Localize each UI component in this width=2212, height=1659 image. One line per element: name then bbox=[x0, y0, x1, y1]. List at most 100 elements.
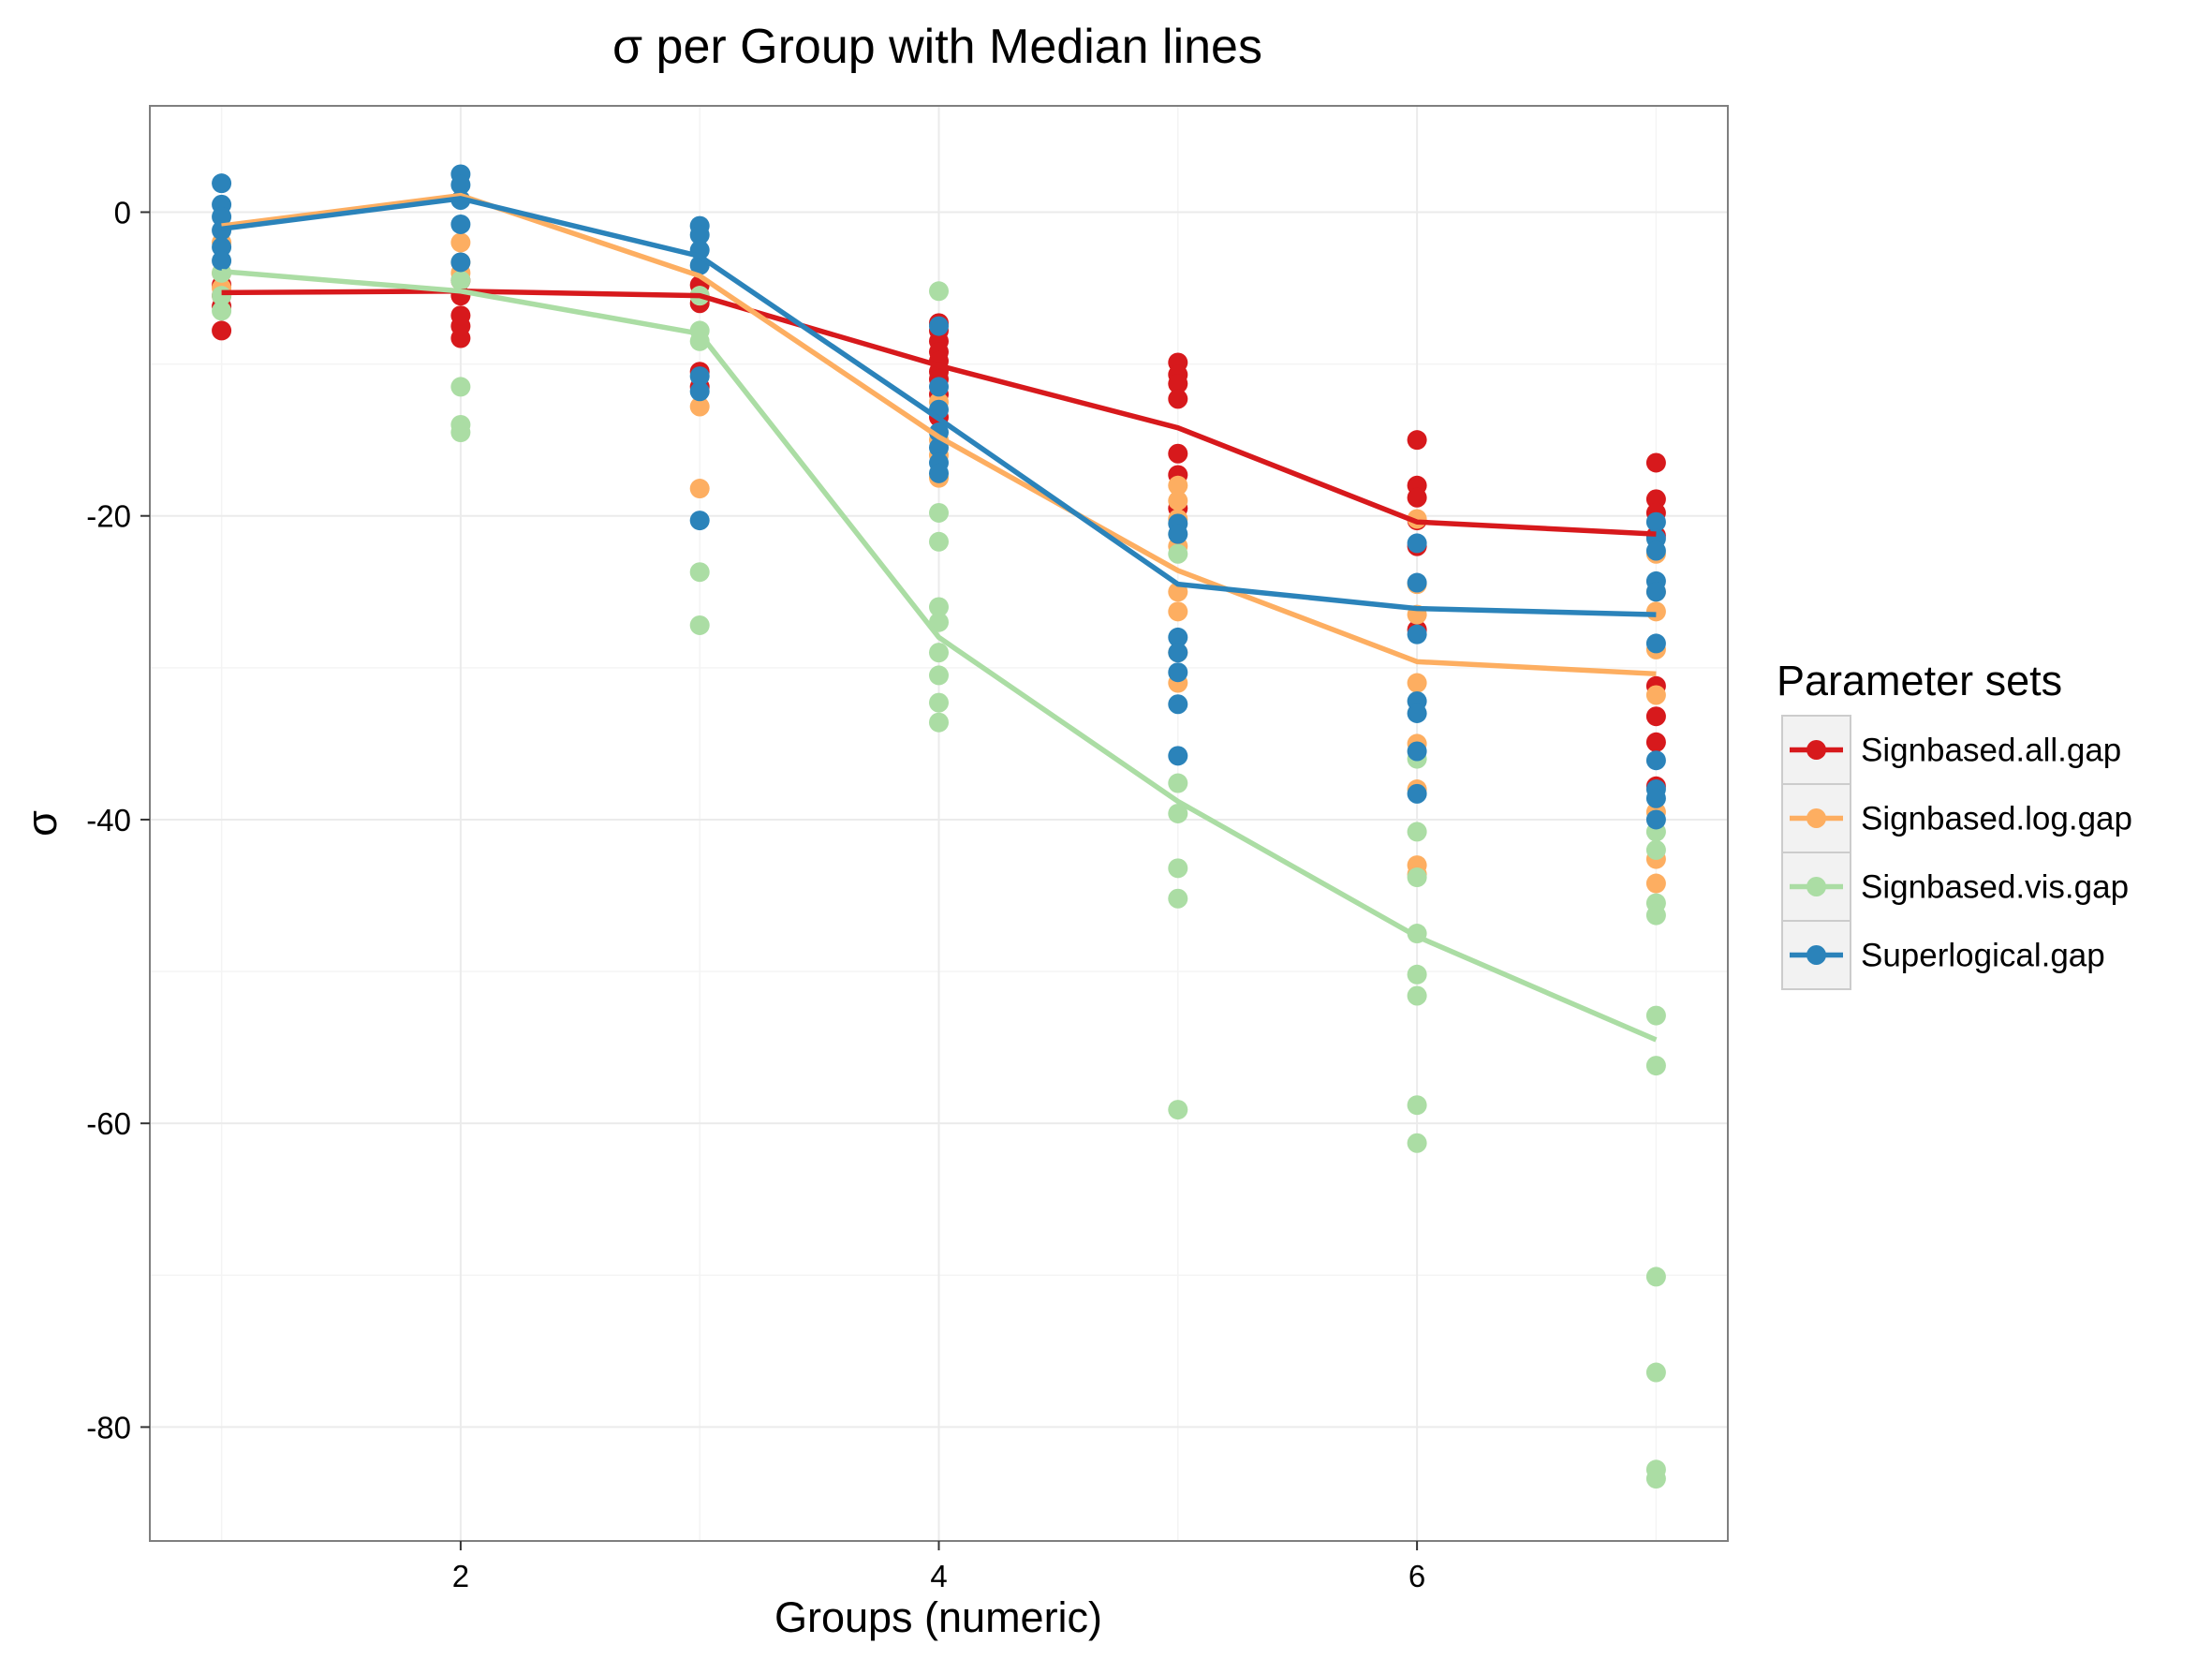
data-point bbox=[1168, 443, 1188, 464]
data-point bbox=[929, 377, 949, 397]
data-point bbox=[1168, 475, 1188, 496]
x-tick-label: 2 bbox=[452, 1559, 469, 1593]
data-point bbox=[1645, 809, 1666, 830]
data-point bbox=[450, 214, 471, 234]
data-point bbox=[929, 597, 949, 617]
data-point bbox=[689, 562, 710, 583]
data-point bbox=[689, 615, 710, 635]
data-point bbox=[1407, 703, 1427, 723]
data-point bbox=[1168, 1100, 1188, 1120]
legend-title: Parameter sets bbox=[1777, 657, 2062, 704]
x-axis-title: Groups (numeric) bbox=[774, 1593, 1102, 1641]
data-point bbox=[929, 531, 949, 552]
data-point bbox=[1645, 1469, 1666, 1489]
y-tick-label: -20 bbox=[86, 499, 131, 534]
data-point bbox=[212, 320, 232, 341]
data-point bbox=[450, 305, 471, 326]
legend-key-point bbox=[1806, 877, 1826, 896]
data-point bbox=[1407, 985, 1427, 1006]
data-point bbox=[1407, 673, 1427, 693]
data-point bbox=[1407, 822, 1427, 842]
data-point bbox=[1407, 624, 1427, 644]
y-axis: 0 -20 -40 -60 -80 bbox=[86, 195, 150, 1444]
median-line-1 bbox=[221, 192, 1657, 677]
chart-title: σ per Group with Median lines bbox=[612, 20, 1262, 74]
data-point bbox=[450, 174, 471, 195]
data-point bbox=[1407, 533, 1427, 554]
data-point bbox=[212, 237, 232, 258]
data-point bbox=[1645, 905, 1666, 926]
data-point bbox=[1645, 1362, 1666, 1383]
data-point bbox=[1168, 543, 1188, 564]
data-point bbox=[929, 281, 949, 302]
y-tick-label: -60 bbox=[86, 1106, 131, 1141]
data-point bbox=[1168, 374, 1188, 394]
points-layer bbox=[212, 164, 1666, 1489]
median-line-3 bbox=[221, 196, 1657, 617]
data-point bbox=[1645, 1005, 1666, 1026]
y-tick-label: -80 bbox=[86, 1410, 131, 1444]
data-point bbox=[1168, 643, 1188, 663]
legend-label: Signbased.vis.gap bbox=[1861, 869, 2129, 906]
data-point bbox=[929, 712, 949, 733]
data-point bbox=[1168, 627, 1188, 647]
data-point bbox=[1407, 572, 1427, 593]
data-point bbox=[212, 173, 232, 194]
data-point bbox=[450, 270, 471, 290]
data-point bbox=[689, 366, 710, 387]
data-point bbox=[1168, 858, 1188, 879]
data-point bbox=[1645, 1266, 1666, 1287]
data-point bbox=[1407, 867, 1427, 888]
data-point bbox=[1645, 706, 1666, 727]
data-point bbox=[689, 511, 710, 531]
data-point bbox=[1407, 430, 1427, 451]
data-point bbox=[1168, 773, 1188, 793]
data-point bbox=[929, 316, 949, 336]
data-point bbox=[929, 502, 949, 523]
data-point bbox=[929, 665, 949, 686]
y-axis-title: σ bbox=[18, 810, 66, 837]
series-points-3 bbox=[212, 164, 1666, 830]
data-point bbox=[1407, 487, 1427, 508]
data-point bbox=[1407, 964, 1427, 985]
data-point bbox=[1645, 633, 1666, 654]
data-point bbox=[1407, 1095, 1427, 1116]
data-point bbox=[1645, 541, 1666, 561]
data-point bbox=[1645, 601, 1666, 622]
legend-label: Signbased.all.gap bbox=[1861, 733, 2121, 769]
data-point bbox=[1645, 750, 1666, 771]
data-point bbox=[1407, 783, 1427, 804]
legend-key-point bbox=[1806, 945, 1826, 965]
data-point bbox=[450, 422, 471, 443]
y-tick-label: -40 bbox=[86, 803, 131, 837]
y-tick-label: 0 bbox=[114, 195, 131, 230]
data-point bbox=[1645, 489, 1666, 510]
data-point bbox=[1645, 732, 1666, 752]
data-point bbox=[1168, 803, 1188, 823]
data-point bbox=[450, 252, 471, 273]
data-point bbox=[1645, 788, 1666, 808]
legend-label: Signbased.log.gap bbox=[1861, 801, 2132, 837]
data-point bbox=[450, 232, 471, 253]
data-point bbox=[1168, 888, 1188, 909]
data-point bbox=[212, 301, 232, 321]
median-lines bbox=[221, 192, 1658, 1043]
data-point bbox=[929, 437, 949, 458]
data-point bbox=[1407, 741, 1427, 762]
legend-label: Superlogical.gap bbox=[1861, 938, 2105, 974]
data-point bbox=[1168, 746, 1188, 766]
data-point bbox=[929, 643, 949, 663]
data-point bbox=[929, 463, 949, 483]
data-point bbox=[1645, 452, 1666, 473]
data-point bbox=[689, 479, 710, 499]
data-point bbox=[1645, 685, 1666, 705]
legend-key-point bbox=[1806, 740, 1826, 760]
data-point bbox=[1645, 1056, 1666, 1076]
legend-items: Signbased.all.gap Signbased.log.gap Signba… bbox=[1781, 715, 2132, 990]
data-point bbox=[689, 396, 710, 417]
data-point bbox=[689, 381, 710, 402]
data-point bbox=[1168, 601, 1188, 622]
data-point bbox=[929, 692, 949, 713]
x-tick-label: 4 bbox=[930, 1559, 947, 1593]
